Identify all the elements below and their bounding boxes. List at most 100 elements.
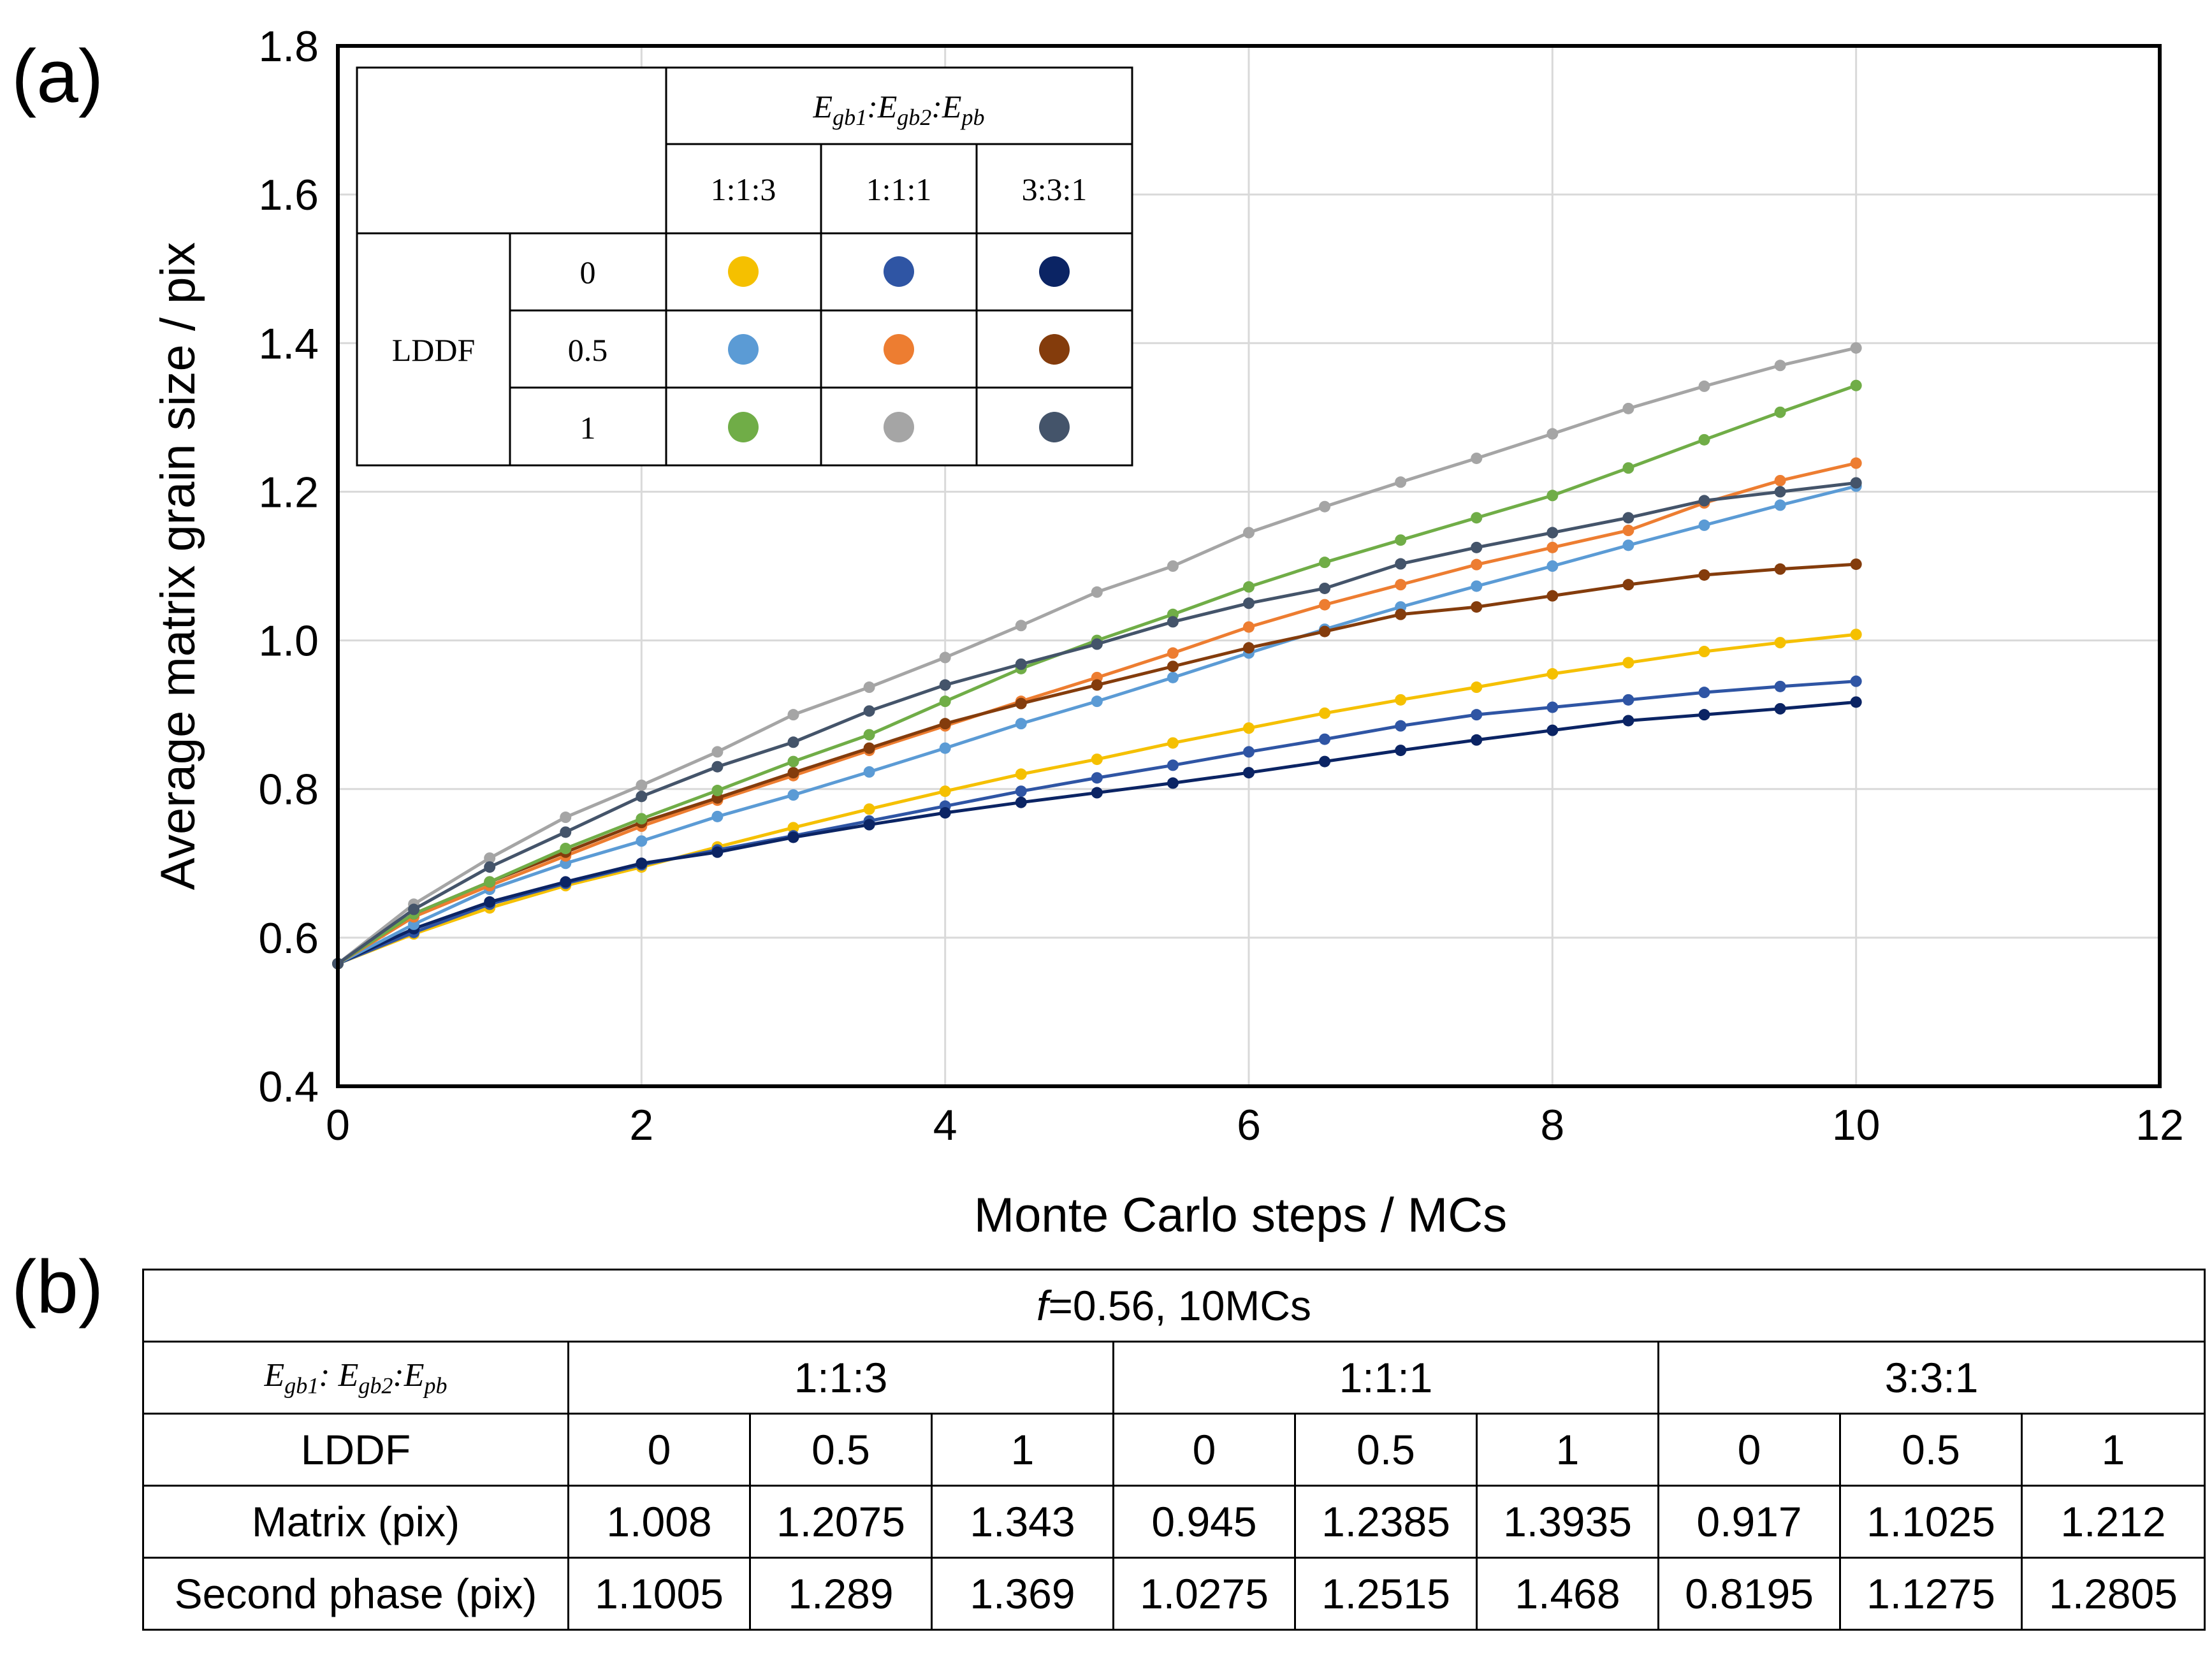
data-point — [1774, 703, 1786, 715]
lddf-value: 0.5 — [749, 1413, 933, 1487]
data-point — [636, 835, 648, 847]
data-point — [636, 813, 648, 825]
lddf-value: 0 — [1657, 1413, 1841, 1487]
data-point — [1167, 759, 1179, 771]
data-point — [1319, 733, 1331, 745]
data-point — [1850, 629, 1862, 641]
data-point — [1319, 500, 1331, 513]
data-point — [1850, 558, 1862, 571]
data-point — [1167, 660, 1179, 673]
data-point — [787, 831, 799, 843]
data-point — [1471, 601, 1483, 613]
data-point — [1471, 709, 1483, 721]
data-point — [863, 819, 875, 831]
data-point — [939, 695, 951, 708]
data-point — [1471, 558, 1483, 571]
lddf-value: 1 — [1476, 1413, 1659, 1487]
legend-row-header: 0.5 — [568, 332, 608, 368]
data-point — [1850, 477, 1862, 489]
table-row: Matrix (pix) 1.008 1.2075 1.343 0.945 1.… — [142, 1485, 2206, 1559]
ratio-header: 3:3:1 — [1657, 1341, 2206, 1415]
data-point — [484, 896, 496, 908]
data-point — [787, 789, 799, 801]
results-table: f=0.56, 10MCs Egb1: Egb2:Epb 1:1:3 1:1:1… — [142, 1269, 2206, 1631]
data-point — [636, 779, 648, 791]
data-point — [1546, 527, 1559, 539]
data-point — [1395, 579, 1407, 591]
data-point — [1167, 737, 1179, 749]
x-tick-label: 4 — [933, 1101, 957, 1149]
data-point — [560, 842, 572, 854]
lddf-value: 0.5 — [1839, 1413, 2023, 1487]
data-point — [1546, 490, 1559, 502]
data-point — [1622, 694, 1634, 706]
data-point — [1015, 796, 1027, 808]
data-point — [1850, 457, 1862, 469]
data-point — [1015, 620, 1027, 632]
y-axis-title: Average matrix grain size / pix — [151, 242, 205, 891]
data-point — [1850, 379, 1862, 391]
lddf-value: 1 — [931, 1413, 1114, 1487]
data-point — [863, 729, 875, 741]
table-cell: 1.468 — [1476, 1557, 1659, 1631]
panel-a-label: (a) — [11, 34, 103, 119]
data-point — [1546, 560, 1559, 572]
lddf-value: 1 — [2020, 1413, 2206, 1487]
data-point — [1015, 785, 1027, 797]
data-point — [787, 767, 799, 779]
data-point — [1698, 709, 1710, 721]
data-point — [1471, 580, 1483, 592]
data-point — [1471, 512, 1483, 524]
ratio-label: Egb1: Egb2:Epb — [142, 1341, 569, 1415]
data-point — [863, 766, 875, 778]
data-point — [484, 861, 496, 873]
data-point — [863, 681, 875, 694]
data-point — [1243, 767, 1255, 779]
data-point — [1243, 527, 1255, 539]
data-point — [1015, 697, 1027, 710]
data-point — [1698, 646, 1710, 658]
data-point — [1698, 433, 1710, 446]
data-point — [1622, 525, 1634, 537]
data-point — [787, 755, 799, 768]
y-tick-label: 1.2 — [258, 468, 319, 516]
data-point — [1243, 621, 1255, 633]
ratio-header: 1:1:3 — [567, 1341, 1114, 1415]
data-point — [939, 807, 951, 819]
data-point — [1850, 696, 1862, 708]
data-point — [787, 736, 799, 748]
lddf-label: LDDF — [142, 1413, 569, 1487]
data-point — [939, 652, 951, 664]
data-point — [1774, 499, 1786, 511]
data-point — [1243, 746, 1255, 758]
table-cell: 1.2075 — [749, 1485, 933, 1559]
data-point — [1546, 590, 1559, 602]
data-point — [1622, 462, 1634, 474]
table-cell: 1.008 — [567, 1485, 751, 1559]
data-point — [560, 826, 572, 838]
y-tick-label: 1.0 — [258, 617, 319, 666]
data-point — [1622, 402, 1634, 414]
data-point — [787, 709, 799, 721]
data-point — [636, 790, 648, 803]
legend-col-header: 1:1:1 — [866, 171, 932, 207]
data-point — [1546, 724, 1559, 736]
data-point — [1774, 360, 1786, 372]
data-point — [484, 852, 496, 864]
data-point — [1622, 715, 1634, 727]
data-point — [560, 812, 572, 824]
data-point — [1319, 707, 1331, 719]
data-point — [1395, 534, 1407, 546]
data-point — [1091, 638, 1103, 650]
table-cell: 0.8195 — [1657, 1557, 1841, 1631]
data-point — [1698, 569, 1710, 581]
x-tick-label: 0 — [326, 1101, 350, 1149]
data-point — [1015, 658, 1027, 670]
data-point — [1167, 647, 1179, 659]
data-point — [1622, 539, 1634, 551]
legend-marker — [728, 334, 759, 365]
data-point — [1546, 668, 1559, 680]
table-cell: 1.2515 — [1294, 1557, 1478, 1631]
data-series — [332, 342, 1862, 970]
data-point — [939, 785, 951, 797]
